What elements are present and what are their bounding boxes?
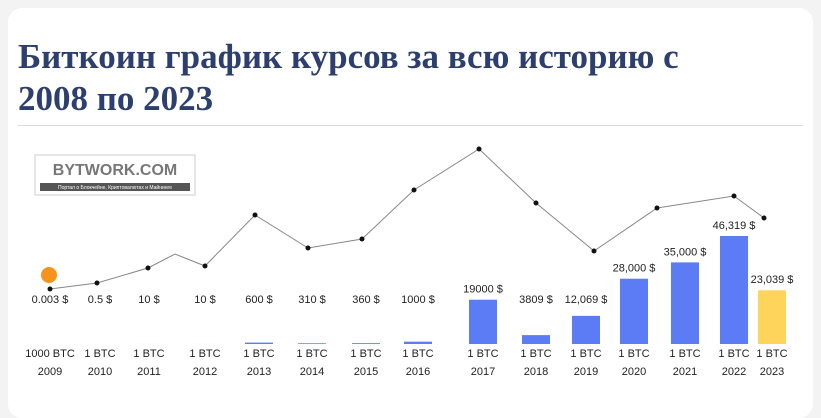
value-label: 10 $ xyxy=(138,294,159,306)
unit-label: 1 BTC xyxy=(718,348,749,360)
value-label: 23,039 $ xyxy=(751,274,794,286)
bar xyxy=(522,335,550,344)
year-label: 2019 xyxy=(574,366,598,378)
year-label: 2020 xyxy=(622,366,646,378)
year-label: 2011 xyxy=(137,366,161,378)
bar xyxy=(720,236,748,344)
unit-label: 1 BTC xyxy=(402,348,433,360)
year-label: 2017 xyxy=(471,366,495,378)
year-label: 2022 xyxy=(722,366,746,378)
logo-name: BYTWORK.COM xyxy=(53,162,177,179)
value-label: 19000 $ xyxy=(463,284,503,296)
value-label: 3809 $ xyxy=(519,294,553,306)
year-label: 2009 xyxy=(38,366,62,378)
value-label: 0.5 $ xyxy=(88,294,112,306)
value-label: 12,069 $ xyxy=(565,294,608,306)
bar xyxy=(620,279,648,344)
bar xyxy=(572,316,600,344)
unit-label: 1 BTC xyxy=(133,348,164,360)
year-label: 2023 xyxy=(760,366,784,378)
bar xyxy=(671,262,699,344)
unit-label: 1 BTC xyxy=(350,348,381,360)
year-label: 2013 xyxy=(247,366,271,378)
unit-label: 1 BTC xyxy=(296,348,327,360)
bar xyxy=(298,343,326,344)
year-label: 2012 xyxy=(193,366,217,378)
unit-label: 1000 BTC xyxy=(25,348,75,360)
unit-label: 1 BTC xyxy=(618,348,649,360)
unit-label: 1 BTC xyxy=(84,348,115,360)
bar xyxy=(469,300,497,344)
value-label: 0.003 $ xyxy=(32,294,69,306)
year-label: 2015 xyxy=(354,366,378,378)
value-label: 600 $ xyxy=(245,294,273,306)
value-label: 360 $ xyxy=(352,294,380,306)
bar xyxy=(404,342,432,344)
value-label: 310 $ xyxy=(298,294,326,306)
unit-label: 1 BTC xyxy=(520,348,551,360)
chart: BYTWORK.COM Портал о Блокчейне, Криптова… xyxy=(0,0,821,409)
bar xyxy=(758,290,786,344)
btc-icon xyxy=(41,267,57,283)
unit-label: 1 BTC xyxy=(669,348,700,360)
bar xyxy=(352,343,380,344)
year-label: 2021 xyxy=(673,366,697,378)
unit-label: 1 BTC xyxy=(189,348,220,360)
year-label: 2014 xyxy=(300,366,324,378)
unit-label: 1 BTC xyxy=(570,348,601,360)
value-label: 35,000 $ xyxy=(664,246,707,258)
unit-label: 1 BTC xyxy=(243,348,274,360)
year-label: 2010 xyxy=(88,366,112,378)
value-label: 1000 $ xyxy=(401,294,435,306)
value-label: 46,319 $ xyxy=(713,220,756,232)
unit-label: 1 BTC xyxy=(467,348,498,360)
year-label: 2016 xyxy=(406,366,430,378)
year-label: 2018 xyxy=(524,366,548,378)
logo-tagline: Портал о Блокчейне, Криптовалютах и Майн… xyxy=(58,184,172,191)
value-label: 10 $ xyxy=(194,294,215,306)
bar xyxy=(245,343,273,344)
value-label: 28,000 $ xyxy=(613,263,656,275)
unit-label: 1 BTC xyxy=(756,348,787,360)
